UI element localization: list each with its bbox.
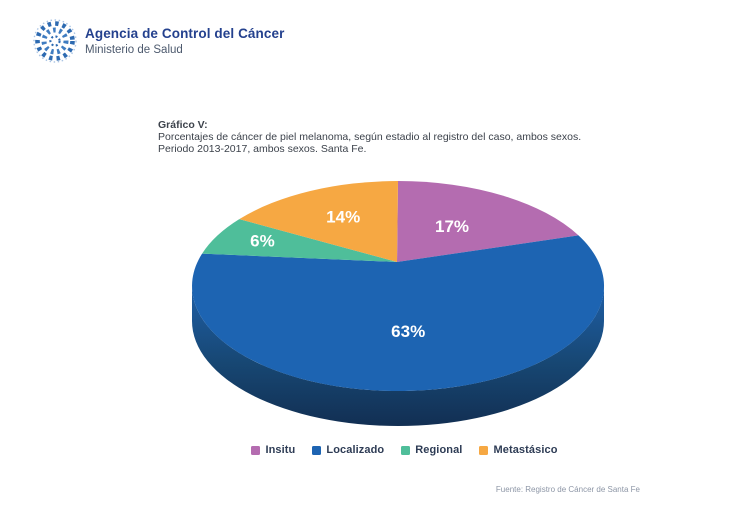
pie-slice-localizado [192, 235, 605, 392]
pie-slice-regional [202, 219, 397, 262]
chart-source: Fuente: Registro de Cáncer de Santa Fe [495, 485, 640, 494]
chart-description-line1: Porcentajes de cáncer de piel melanoma, … [158, 131, 582, 143]
pie-slice-insitu [397, 181, 579, 262]
org-logo-icon [32, 18, 78, 64]
pie-value-label-insitu: 17% [435, 217, 469, 236]
pie-chart: 17% 63% 6% 14% [189, 179, 609, 429]
header: Agencia de Control del Cáncer Ministerio… [32, 18, 284, 64]
legend-item-regional: Regional [401, 444, 462, 456]
chart-title-block: Gráfico V: Porcentajes de cáncer de piel… [158, 119, 628, 155]
legend-swatch-regional [401, 445, 411, 455]
pie-3d: 17% 63% 6% 14% [192, 181, 605, 426]
pie-side-wall [192, 286, 604, 426]
pie-value-label-localizado: 63% [391, 322, 425, 341]
legend-label: Metastásico [493, 444, 558, 456]
legend-label: Localizado [326, 444, 385, 456]
org-subtitle: Ministerio de Salud [85, 44, 183, 56]
pie-slice-metastásico [239, 181, 398, 262]
chart-heading: Gráfico V: [158, 119, 208, 131]
chart-description-line2: Periodo 2013-2017, ambos sexos. Santa Fe… [158, 143, 367, 155]
legend-label: Insitu [265, 444, 296, 456]
legend-item-insitu: Insitu [251, 444, 295, 456]
header-text: Agencia de Control del Cáncer Ministerio… [85, 26, 284, 56]
chart-legend: Insitu Localizado Regional Metastásico [28, 444, 753, 456]
legend-item-localizado: Localizado [312, 444, 384, 456]
legend-swatch-insitu [251, 445, 261, 455]
pie-value-label-metastásico: 14% [326, 207, 360, 226]
legend-swatch-localizado [312, 445, 322, 455]
pie-value-label-regional: 6% [250, 232, 275, 251]
org-title: Agencia de Control del Cáncer [85, 26, 285, 41]
legend-item-metastásico: Metastásico [479, 444, 557, 456]
mandala-logo-icon [33, 19, 77, 63]
legend-swatch-metastásico [479, 445, 489, 455]
legend-label: Regional [415, 444, 463, 456]
